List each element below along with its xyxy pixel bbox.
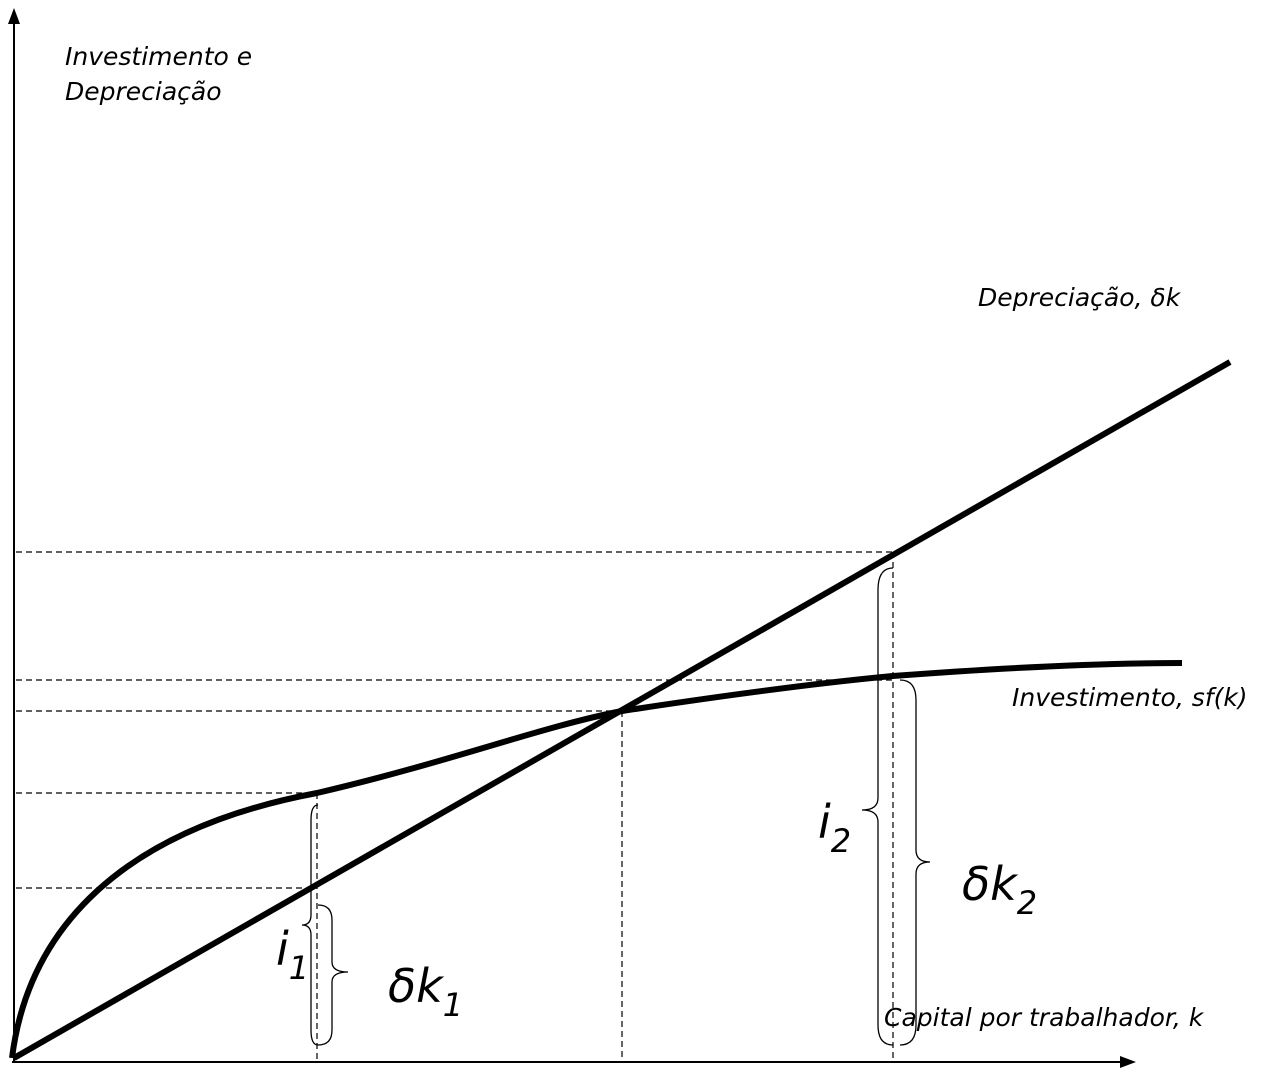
brace-label: i2: [818, 795, 851, 860]
brace-label-base: i: [818, 795, 831, 849]
investment-curve: [9, 660, 1183, 1059]
brace: [301, 804, 319, 1046]
y-axis-label: Investimento e: [65, 42, 252, 71]
x-axis-label: Capital por trabalhador, k: [884, 1003, 1205, 1032]
y-arrow: [8, 8, 20, 24]
brace-label-sub: 2: [1017, 884, 1037, 922]
guides: [16, 551, 894, 1062]
brace: [317, 904, 349, 1046]
depreciation-label: Depreciação, δk: [978, 283, 1182, 312]
brace-label: δk2: [962, 857, 1037, 922]
brace: [899, 679, 931, 1046]
brace-label-base: i: [276, 922, 289, 976]
brace-label-sub: 2: [831, 822, 851, 860]
brace-label: δk1: [388, 959, 463, 1024]
brace-label-base: δk: [388, 959, 445, 1013]
brace-label-base: δk: [962, 857, 1019, 911]
x-arrow: [1120, 1056, 1136, 1068]
brace: [861, 567, 894, 1046]
brace-label-sub: 1: [289, 949, 309, 987]
brace-label: i1: [276, 922, 309, 987]
investment-label: Investimento, sf(k): [1012, 683, 1248, 712]
y-axis-label: Depreciação: [65, 77, 222, 106]
brace-label-sub: 1: [443, 986, 463, 1024]
